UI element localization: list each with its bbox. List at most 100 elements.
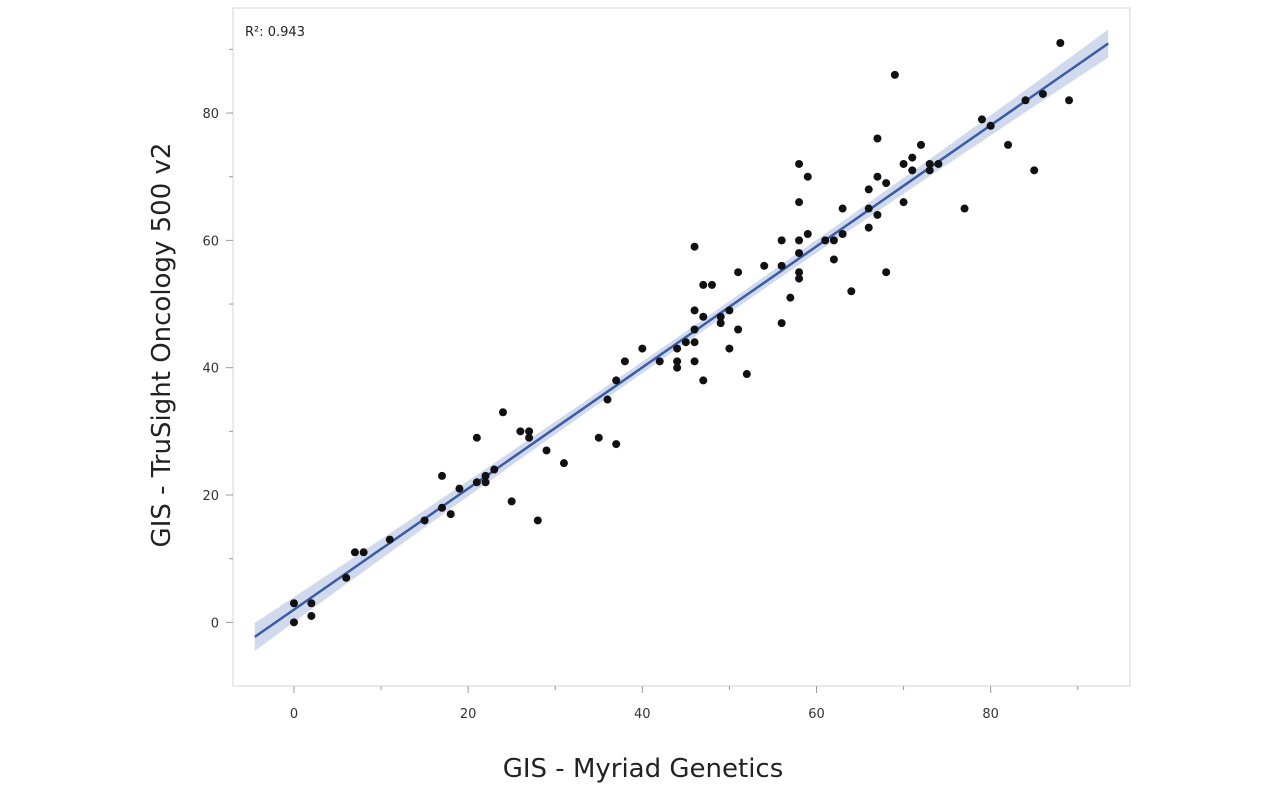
data-point [1004,140,1013,149]
data-point [795,268,804,277]
data-point [542,446,551,455]
data-point [873,134,882,143]
data-point [925,159,934,168]
data-point [777,261,786,270]
data-point [882,179,891,188]
data-point [760,261,769,270]
data-point [960,204,969,213]
data-point [716,319,725,328]
data-point [908,153,917,162]
data-point [481,471,490,480]
data-point [438,503,447,512]
data-point [307,611,316,620]
data-point [472,433,481,442]
data-point [525,433,534,442]
data-point [446,510,455,519]
data-point [559,459,568,468]
data-point [638,344,647,353]
data-point [795,159,804,168]
y-tick-label: 40 [202,362,219,377]
data-point [1038,89,1047,98]
data-point [681,338,690,347]
data-point [359,548,368,557]
y-axis-label: GIS - TruSight Oncology 500 v2 [147,143,177,548]
data-point [864,223,873,232]
data-point [289,599,298,608]
data-point [734,268,743,277]
data-point [777,236,786,245]
data-point [925,166,934,175]
data-point [289,618,298,627]
data-point [516,427,525,436]
x-tick-label: 80 [982,707,999,722]
data-point [899,198,908,207]
data-point [908,166,917,175]
y-tick-label: 0 [211,616,219,631]
x-tick-label: 20 [460,707,477,722]
data-point [882,268,891,277]
data-point [690,357,699,366]
data-point [786,293,795,302]
data-point [821,236,830,245]
data-point [490,465,499,474]
data-point [612,376,621,385]
data-point [916,140,925,149]
data-point [533,516,542,525]
data-point [699,280,708,289]
data-point [525,427,534,436]
data-point [673,344,682,353]
data-point [795,236,804,245]
data-point [864,185,873,194]
data-point [803,172,812,181]
data-point [864,204,873,213]
data-point [690,306,699,315]
data-point [847,287,856,296]
data-point [707,280,716,289]
data-point [934,159,943,168]
data-point [594,433,603,442]
data-point [507,497,516,506]
data-point [725,306,734,315]
data-point [795,274,804,283]
y-tick-label: 80 [202,107,219,122]
data-point [620,357,629,366]
data-point [716,312,725,321]
data-point [838,204,847,213]
data-point [777,319,786,328]
data-point [472,478,481,487]
x-tick-label: 60 [808,707,825,722]
data-point [603,395,612,404]
data-point [1056,39,1065,48]
data-point [690,338,699,347]
data-point [734,325,743,334]
data-point [673,357,682,366]
y-tick-label: 20 [202,489,219,504]
data-point [690,242,699,251]
data-point [873,172,882,181]
data-point [385,535,394,544]
data-point [899,159,908,168]
data-point [455,484,464,493]
data-point [699,312,708,321]
data-point [673,363,682,372]
plot-frame [232,7,1131,687]
data-point [342,573,351,582]
data-point [986,121,995,130]
data-point [612,440,621,449]
data-point [1021,96,1030,105]
data-point [873,210,882,219]
data-point [1030,166,1039,175]
data-point [420,516,429,525]
data-point [1065,96,1074,105]
r-squared-annotation: R²: 0.943 [245,25,305,40]
data-point [699,376,708,385]
data-point [725,344,734,353]
data-point [350,548,359,557]
data-point [795,198,804,207]
data-point [481,478,490,487]
data-point [803,230,812,238]
data-point [838,230,847,238]
data-point [438,471,447,480]
data-point [690,325,699,334]
